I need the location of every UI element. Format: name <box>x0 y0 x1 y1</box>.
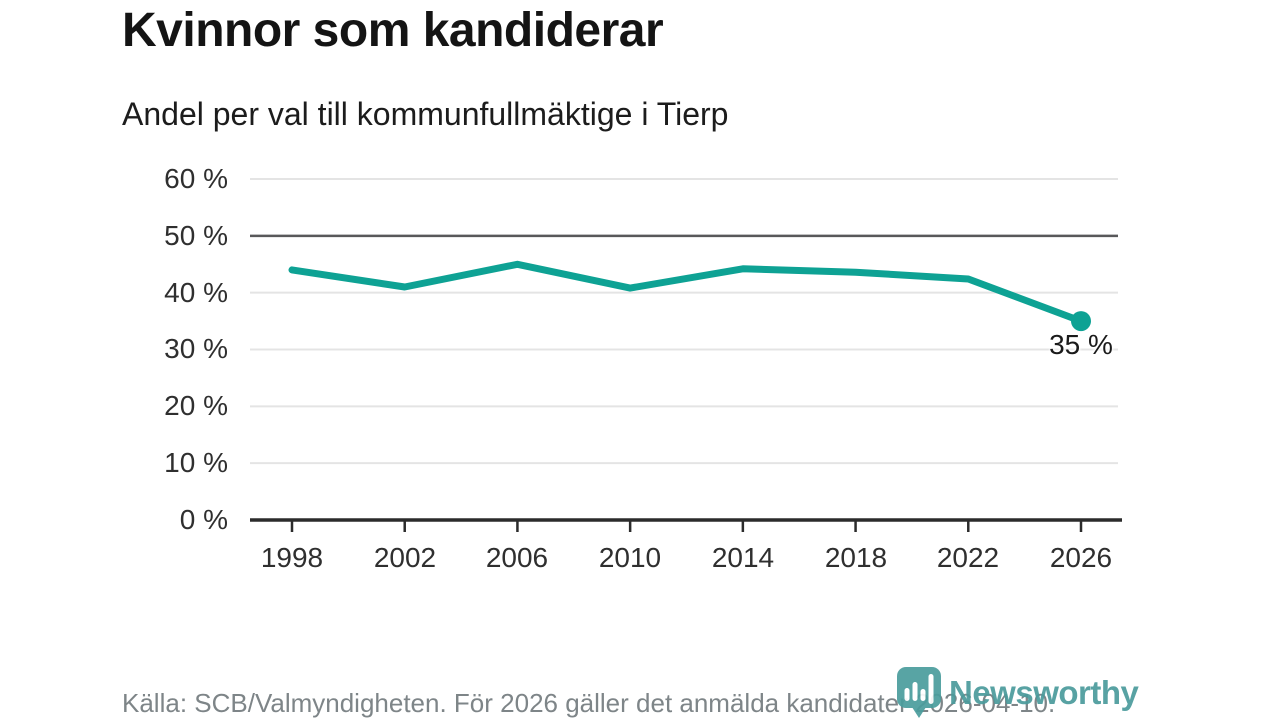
x-axis-tick-label: 2022 <box>936 542 1000 573</box>
x-axis-tick-label: 2006 <box>485 542 549 573</box>
newsworthy-bar-chart-pin-icon <box>897 667 941 718</box>
last-point-value-label: 35 % <box>1049 329 1113 360</box>
y-axis-tick-label: 0 % <box>179 504 228 535</box>
x-axis-tick-label: 2018 <box>824 542 888 573</box>
x-axis-tick-label: 2026 <box>1049 542 1113 573</box>
y-axis-tick-label: 60 % <box>164 163 228 194</box>
y-axis-tick-label: 50 % <box>164 220 228 251</box>
y-axis-tick-label: 30 % <box>164 333 228 364</box>
y-axis-tick-label: 20 % <box>164 390 228 421</box>
newsworthy-wordmark: Newsworthy <box>949 674 1139 711</box>
x-axis-tick-label: 2014 <box>711 542 775 573</box>
y-axis-tick-label: 10 % <box>164 447 228 478</box>
x-axis-tick-label: 2002 <box>373 542 437 573</box>
newsworthy-logo: Newsworthy <box>896 666 1139 720</box>
x-axis-tick-label: 1998 <box>260 542 324 573</box>
chart-subtitle: Andel per val till kommunfullmäktige i T… <box>122 96 729 132</box>
y-axis-tick-label: 40 % <box>164 277 228 308</box>
x-axis-tick-label: 2010 <box>598 542 662 573</box>
chart-title: Kvinnor som kandiderar <box>122 4 664 57</box>
